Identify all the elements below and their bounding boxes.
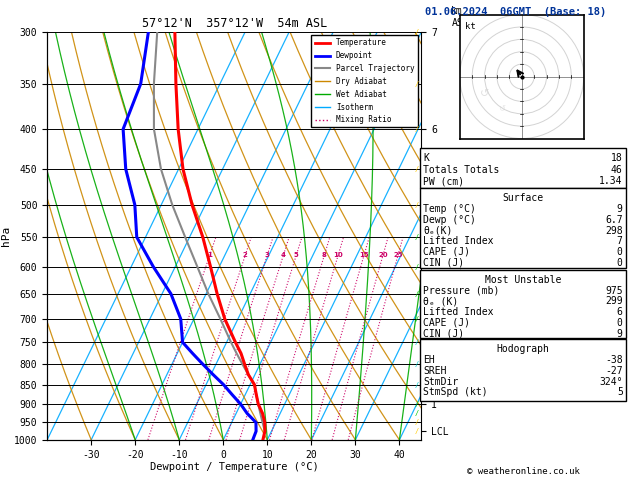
Text: /: /: [415, 234, 418, 240]
Text: Lifted Index: Lifted Index: [423, 236, 494, 246]
Text: /: /: [415, 339, 418, 345]
Text: 10: 10: [333, 252, 343, 258]
Text: θₑ(K): θₑ(K): [423, 226, 453, 236]
Text: $\circlearrowleft$: $\circlearrowleft$: [497, 104, 507, 113]
Text: K: K: [423, 153, 429, 163]
Text: PW (cm): PW (cm): [423, 176, 464, 187]
Text: 2: 2: [243, 252, 248, 258]
Text: /: /: [415, 401, 418, 407]
Text: kt: kt: [465, 22, 476, 31]
Text: CIN (J): CIN (J): [423, 258, 464, 268]
Text: 25: 25: [393, 252, 403, 258]
Text: CAPE (J): CAPE (J): [423, 318, 470, 328]
Text: 975: 975: [605, 286, 623, 296]
Text: 5: 5: [294, 252, 299, 258]
Text: $\circlearrowleft$: $\circlearrowleft$: [477, 88, 490, 98]
Text: 9: 9: [617, 329, 623, 339]
Text: 0: 0: [617, 318, 623, 328]
Text: Lifted Index: Lifted Index: [423, 307, 494, 317]
Text: Totals Totals: Totals Totals: [423, 165, 499, 175]
Text: 1: 1: [208, 252, 212, 258]
Text: 324°: 324°: [599, 377, 623, 387]
Text: Most Unstable: Most Unstable: [485, 275, 561, 285]
Text: Temp (°C): Temp (°C): [423, 204, 476, 214]
Text: CIN (J): CIN (J): [423, 329, 464, 339]
Text: 298: 298: [605, 226, 623, 236]
Text: 6.7: 6.7: [605, 215, 623, 225]
Text: 01.06.2024  06GMT  (Base: 18): 01.06.2024 06GMT (Base: 18): [425, 7, 606, 17]
Text: 15: 15: [359, 252, 369, 258]
Text: /: /: [415, 419, 418, 425]
Text: 4: 4: [281, 252, 286, 258]
Text: 18: 18: [611, 153, 623, 163]
Text: -38: -38: [605, 355, 623, 365]
Text: /: /: [415, 410, 418, 417]
Text: 5: 5: [617, 387, 623, 398]
Text: 46: 46: [611, 165, 623, 175]
Text: /: /: [415, 361, 418, 367]
Text: /: /: [415, 291, 418, 297]
Text: /: /: [415, 382, 418, 388]
Legend: Temperature, Dewpoint, Parcel Trajectory, Dry Adiabat, Wet Adiabat, Isotherm, Mi: Temperature, Dewpoint, Parcel Trajectory…: [311, 35, 418, 127]
Text: /: /: [415, 81, 418, 87]
Text: /: /: [415, 428, 418, 434]
Text: -27: -27: [605, 366, 623, 376]
Text: Pressure (mb): Pressure (mb): [423, 286, 499, 296]
Text: /: /: [415, 126, 418, 132]
Text: StmSpd (kt): StmSpd (kt): [423, 387, 488, 398]
Y-axis label: Mixing Ratio (g/kg): Mixing Ratio (g/kg): [458, 180, 468, 292]
Text: km
ASL: km ASL: [452, 6, 469, 28]
Text: 1.34: 1.34: [599, 176, 623, 187]
Text: /: /: [415, 29, 418, 35]
Text: 6: 6: [617, 307, 623, 317]
Text: CAPE (J): CAPE (J): [423, 247, 470, 257]
Text: EH: EH: [423, 355, 435, 365]
Text: /: /: [415, 263, 418, 270]
Text: /: /: [415, 202, 418, 208]
Text: Hodograph: Hodograph: [496, 344, 550, 354]
X-axis label: Dewpoint / Temperature (°C): Dewpoint / Temperature (°C): [150, 462, 319, 472]
Text: /: /: [415, 316, 418, 322]
Y-axis label: hPa: hPa: [1, 226, 11, 246]
Text: SREH: SREH: [423, 366, 447, 376]
Title: 57°12'N  357°12'W  54m ASL: 57°12'N 357°12'W 54m ASL: [142, 17, 327, 31]
Text: Dewp (°C): Dewp (°C): [423, 215, 476, 225]
Text: 9: 9: [617, 204, 623, 214]
Text: 8: 8: [322, 252, 327, 258]
Text: 0: 0: [617, 247, 623, 257]
Text: 20: 20: [378, 252, 388, 258]
Text: /: /: [415, 166, 418, 172]
Text: © weatheronline.co.uk: © weatheronline.co.uk: [467, 467, 579, 476]
Text: 7: 7: [617, 236, 623, 246]
Text: 3: 3: [265, 252, 270, 258]
Text: θₑ (K): θₑ (K): [423, 296, 459, 307]
Text: 299: 299: [605, 296, 623, 307]
Text: StmDir: StmDir: [423, 377, 459, 387]
Text: 0: 0: [617, 258, 623, 268]
Text: Surface: Surface: [503, 193, 543, 203]
